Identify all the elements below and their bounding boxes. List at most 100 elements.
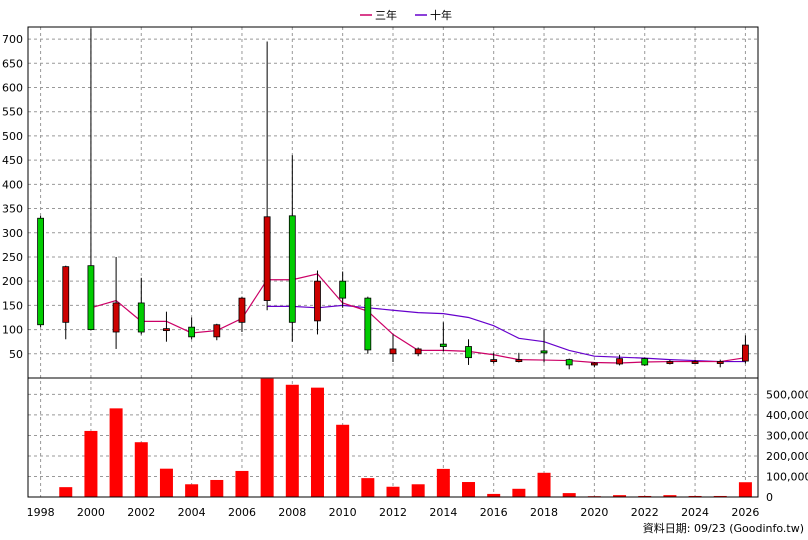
volume-bar <box>436 468 450 497</box>
volume-tick-label: 200,000 <box>766 450 808 463</box>
candle-body <box>188 326 196 338</box>
year-tick-label: 2018 <box>530 506 558 519</box>
volume-bar <box>235 470 249 497</box>
volume-bar <box>462 482 476 497</box>
price-tick-label: 200 <box>2 275 23 288</box>
candle-body <box>666 361 674 364</box>
price-tick-label: 400 <box>2 178 23 191</box>
volume-bar <box>411 484 425 497</box>
volume-bar <box>688 495 702 497</box>
volume-bar <box>713 495 727 497</box>
volume-bar <box>537 472 551 497</box>
candle-body <box>339 280 347 299</box>
candle-body <box>414 348 422 355</box>
price-tick-label: 450 <box>2 154 23 167</box>
year-tick-label: 2014 <box>429 506 457 519</box>
candle-body <box>364 297 372 351</box>
price-tick-label: 150 <box>2 299 23 312</box>
volume-bar <box>336 424 350 497</box>
candle-body <box>465 346 472 359</box>
year-tick-label: 2002 <box>127 506 155 519</box>
volume-bar <box>638 495 652 497</box>
legend-label: 三年 <box>375 8 397 22</box>
candle-body <box>490 359 498 363</box>
volume-bar <box>84 430 98 497</box>
year-tick-label: 2000 <box>77 506 105 519</box>
candle-body <box>716 361 724 364</box>
year-tick-label: 2016 <box>480 506 508 519</box>
year-tick-label: 2010 <box>329 506 357 519</box>
volume-axis-ticks: 0 100,000 200,000 300,000 400,000 500,000 <box>766 388 808 504</box>
volume-bar <box>386 486 400 497</box>
volume-bar <box>512 488 526 497</box>
price-tick-label: 550 <box>2 106 23 119</box>
price-tick-label: 600 <box>2 82 23 95</box>
year-tick-label: 2008 <box>278 506 306 519</box>
year-axis-ticks: 1998 2000 2002 2004 2006 2008 2010 2012 2014 2016… <box>27 506 760 519</box>
candlesticks <box>37 28 749 370</box>
year-tick-label: 2020 <box>580 506 608 519</box>
candle-body <box>389 348 397 355</box>
year-tick-label: 2022 <box>631 506 659 519</box>
candle-body <box>691 361 699 364</box>
volume-bar <box>562 493 576 497</box>
candle-body <box>213 324 221 338</box>
price-tick-label: 50 <box>9 348 23 361</box>
candle-body <box>590 362 598 366</box>
candle-body <box>439 343 447 347</box>
price-tick-label: 300 <box>2 227 23 240</box>
candle-body <box>616 358 623 365</box>
volume-bar <box>260 378 274 497</box>
candle-body <box>540 350 548 354</box>
volume-bar <box>310 387 324 497</box>
year-tick-label: 2026 <box>731 506 759 519</box>
price-tick-label: 650 <box>2 57 23 70</box>
candle-body <box>238 297 246 323</box>
price-tick-label: 250 <box>2 251 23 264</box>
price-tick-label: 350 <box>2 203 23 216</box>
volume-bar <box>159 468 173 497</box>
volume-tick-label: 400,000 <box>766 409 808 422</box>
price-tick-label: 700 <box>2 33 23 46</box>
volume-bar <box>185 484 199 497</box>
year-tick-label: 1998 <box>27 506 55 519</box>
candle-body <box>641 358 649 366</box>
plot-frame <box>27 26 759 498</box>
volume-bar <box>109 408 123 497</box>
legend-label: 十年 <box>430 8 452 22</box>
candle-body <box>87 265 95 330</box>
volume-tick-label: 300,000 <box>766 429 808 442</box>
grid-lines <box>28 27 758 498</box>
volume-bar <box>59 487 73 497</box>
price-axis-ticks: 50 100 150 200 250 300 350 400 450 500 550 600 650 70… <box>2 33 23 361</box>
year-tick-label: 2024 <box>681 506 709 519</box>
volume-bar <box>210 479 224 497</box>
legend: 三年 十年 <box>360 8 452 22</box>
volume-bar <box>613 495 627 497</box>
volume-bar <box>134 442 148 497</box>
ma-10yr-line <box>267 304 746 363</box>
candle-body <box>288 215 296 323</box>
volume-tick-label: 500,000 <box>766 388 808 401</box>
candle-body <box>37 217 44 326</box>
candle-body <box>263 216 271 301</box>
volume-bar <box>285 384 299 497</box>
data-date-footer: 資料日期: 09/23 (Goodinfo.tw) <box>643 521 804 535</box>
volume-bars <box>59 378 752 497</box>
volume-tick-label: 0 <box>766 491 773 504</box>
year-tick-label: 2004 <box>178 506 206 519</box>
volume-bar <box>738 482 752 497</box>
candle-body <box>515 359 523 363</box>
volume-bar <box>487 493 501 497</box>
candle-body <box>742 344 749 362</box>
volume-bar <box>361 478 375 497</box>
candle-body <box>137 302 145 333</box>
candle-body <box>112 302 120 333</box>
price-tick-label: 100 <box>2 324 23 337</box>
candle-body <box>62 266 70 323</box>
candle-body <box>314 280 321 322</box>
year-tick-label: 2006 <box>228 506 256 519</box>
price-tick-label: 500 <box>2 130 23 143</box>
candle-body <box>163 328 170 332</box>
